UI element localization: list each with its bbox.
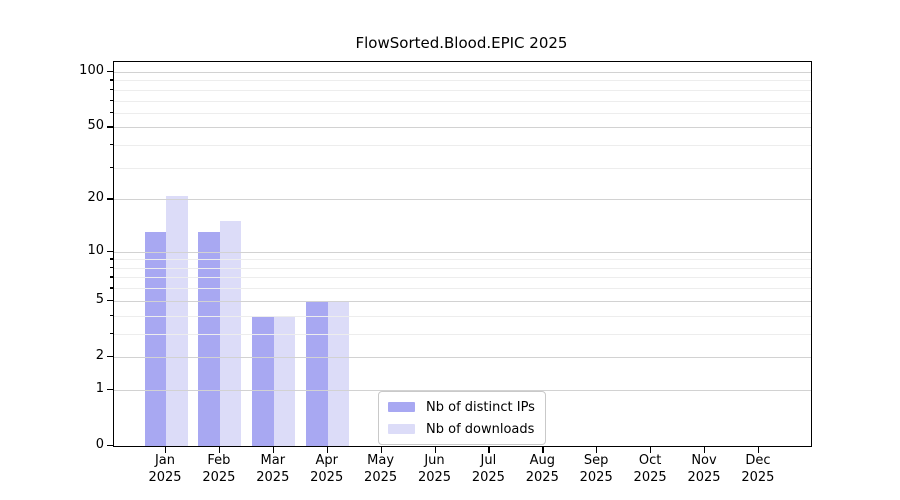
bar-nb-of-distinct-ips [144,232,166,446]
y-tick-mark [107,388,113,391]
y-minor-tick-mark [109,99,113,101]
minor-gridline [114,315,811,317]
y-tick-label: 5 [95,291,104,307]
y-tick-mark [107,70,113,73]
x-tick-label: May 2025 [364,453,398,485]
minor-gridline [114,277,811,279]
bar-nb-of-downloads [166,195,188,446]
x-tick-mark [272,446,275,453]
major-gridline [114,127,811,129]
x-tick-label: Dec 2025 [741,453,775,485]
legend-item-downloads: Nb of downloads [388,420,535,438]
minor-gridline [114,267,811,269]
legend: Nb of distinct IPs Nb of downloads [378,391,546,445]
x-tick-mark [542,446,544,453]
y-tick-mark [107,198,113,200]
y-minor-tick-mark [109,111,113,114]
y-minor-tick-mark [109,314,113,316]
x-tick-label: Oct 2025 [633,453,667,485]
y-minor-tick-mark [109,287,113,289]
major-gridline [114,389,811,391]
x-tick-label: Nov 2025 [687,453,721,485]
major-gridline [114,199,811,201]
y-minor-tick-mark [109,258,113,260]
y-minor-tick-mark [109,88,113,91]
minor-gridline [114,167,811,169]
y-minor-tick-mark [109,332,113,334]
major-gridline [114,356,811,358]
x-tick-mark [596,446,598,453]
y-minor-tick-mark [109,79,113,81]
y-minor-tick-mark [109,144,113,146]
legend-label-downloads: Nb of downloads [426,421,535,437]
x-tick-mark [165,446,167,453]
y-tick-label: 50 [87,118,104,134]
x-tick-mark [704,446,706,453]
minor-gridline [114,89,811,91]
x-tick-mark [488,446,490,453]
y-tick-label: 20 [87,190,104,206]
bar-nb-of-distinct-ips [306,300,328,446]
major-gridline [114,300,811,302]
x-tick-label: Jul 2025 [471,453,505,485]
minor-gridline [114,80,811,82]
minor-gridline [114,145,811,147]
x-tick-label: Jun 2025 [417,453,452,485]
y-tick-label: 1 [95,380,104,396]
y-tick-label: 0 [95,437,104,452]
plot-area: Nb of distinct IPs Nb of downloads [113,61,812,447]
x-tick-mark [380,446,382,453]
chart-title: FlowSorted.Blood.EPIC 2025 [355,34,568,52]
minor-gridline [114,288,811,290]
legend-label-distinct-ips: Nb of distinct IPs [426,399,535,415]
y-tick-mark [107,445,113,447]
y-minor-tick-mark [109,266,113,269]
x-tick-label: Jan 2025 [148,453,182,485]
y-minor-tick-mark [109,276,113,278]
minor-gridline [114,112,811,114]
legend-swatch-distinct-ips [388,402,415,412]
bar-nb-of-distinct-ips [252,315,274,446]
y-tick-label: 2 [95,347,104,363]
x-tick-mark [434,446,436,453]
x-tick-label: Sep 2025 [579,453,613,485]
bar-nb-of-distinct-ips [198,232,220,446]
y-tick-label: 10 [87,242,104,258]
y-tick-mark [107,126,113,128]
bar-nb-of-downloads [273,315,296,446]
y-tick-mark [107,250,113,252]
legend-item-distinct-ips: Nb of distinct IPs [388,398,535,416]
y-tick-label: 100 [79,62,104,78]
major-gridline [114,251,811,253]
bar-nb-of-downloads [327,300,350,446]
x-tick-mark [757,446,760,453]
x-tick-label: Feb 2025 [202,453,236,485]
minor-gridline [114,100,811,102]
y-tick-mark [107,299,113,302]
minor-gridline [114,259,811,261]
x-tick-label: Aug 2025 [525,453,559,485]
legend-swatch-downloads [388,424,415,434]
x-tick-mark [218,446,221,453]
x-tick-label: Apr 2025 [310,453,344,485]
x-tick-mark [326,446,328,453]
y-tick-mark [107,355,113,358]
x-tick-label: Mar 2025 [256,453,290,485]
y-minor-tick-mark [109,166,113,168]
x-tick-mark [650,446,652,453]
minor-gridline [114,333,811,335]
major-gridline [114,71,811,73]
